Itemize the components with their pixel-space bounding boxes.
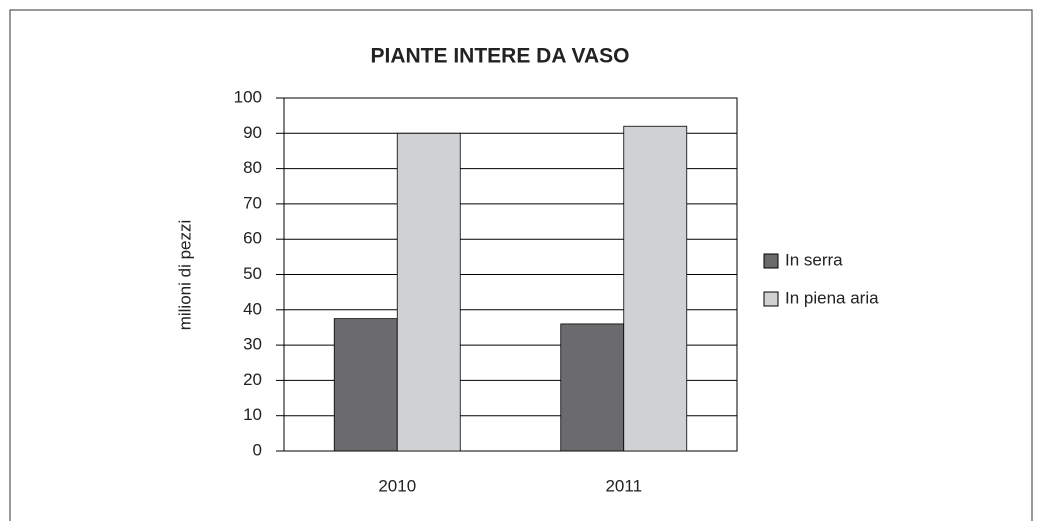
y-tick-label: 40 [243, 299, 262, 318]
bar [333, 318, 398, 452]
x-tick-label: 2010 [378, 476, 416, 495]
plot-border [283, 97, 738, 452]
y-axis-label: milioni di pezzi [175, 220, 194, 331]
frame [9, 9, 1033, 521]
y-tick-label: 60 [243, 229, 262, 248]
y-tick-label: 80 [243, 158, 262, 177]
y-tick-label: 70 [243, 193, 262, 212]
y-tick-label: 100 [234, 87, 262, 106]
bar [560, 323, 625, 452]
y-tick-label: 90 [243, 123, 262, 142]
legend-label: In piena aria [785, 288, 879, 307]
legend-label: In serra [785, 250, 843, 269]
y-tick-label: 20 [243, 370, 262, 389]
y-tick-label: 0 [253, 440, 262, 459]
y-tick-label: 30 [243, 335, 262, 354]
legend-swatch [763, 253, 779, 269]
chart-title: PIANTE INTERE DA VASO [370, 45, 629, 68]
bar [623, 125, 688, 452]
y-tick-label: 10 [243, 405, 262, 424]
bar [396, 132, 461, 452]
x-tick-label: 2011 [605, 476, 642, 495]
legend-swatch [763, 291, 779, 307]
y-tick-label: 50 [243, 264, 262, 283]
